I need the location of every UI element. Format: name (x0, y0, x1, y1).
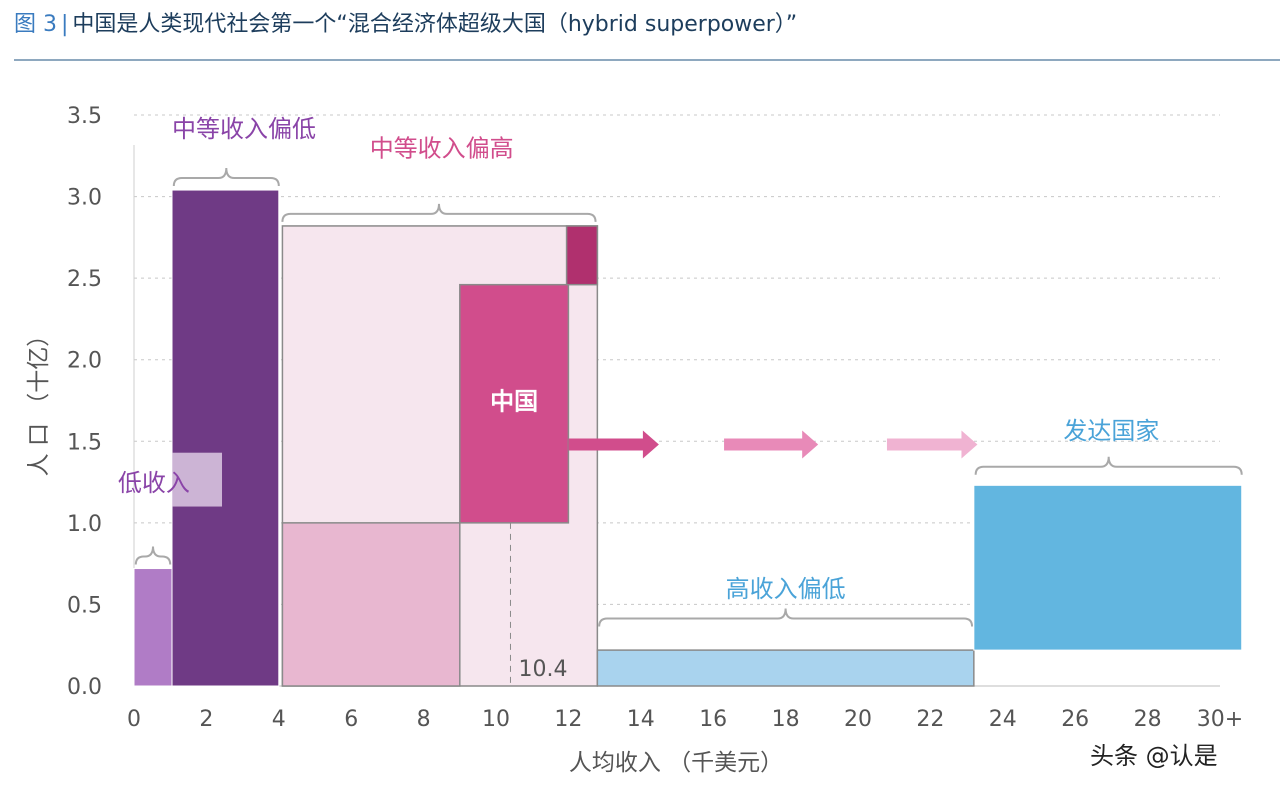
bracket (974, 456, 1243, 475)
china-income-label: 10.4 (518, 657, 567, 682)
figure-number: 图 3 (14, 12, 57, 37)
header-rule (14, 59, 1280, 61)
x-tick-label: 16 (699, 707, 727, 732)
bar-developed (973, 484, 1243, 651)
y-tick-label: 2.5 (67, 267, 102, 292)
x-tick-label: 6 (344, 707, 358, 732)
trend-arrow (568, 430, 659, 459)
bracket (172, 168, 280, 187)
trend-arrow (724, 430, 819, 459)
x-tick-label: 18 (772, 707, 800, 732)
watermark: 头条 @认是 (1090, 742, 1218, 770)
y-tick-label: 3.0 (67, 186, 102, 211)
bar-lower-middle-income (171, 189, 280, 687)
bar-upper-middle-low-block (281, 522, 461, 687)
figure-title: 中国是人类现代社会第一个“混合经济体超级大国（hybrid superpower… (72, 12, 798, 37)
figure-separator: | (61, 12, 69, 37)
x-tick-label: 20 (844, 707, 872, 732)
x-tick-label: 10 (482, 707, 510, 732)
y-tick-label: 3.5 (67, 104, 102, 129)
x-tick-label: 0 (127, 707, 141, 732)
annotation-label: 低收入 (118, 469, 190, 497)
x-tick-label: 26 (1061, 707, 1089, 732)
annotation-label: 发达国家 (1063, 417, 1159, 445)
bracket (134, 546, 172, 565)
x-tick-label: 30+ (1197, 707, 1243, 732)
x-tick-label: 4 (272, 707, 286, 732)
x-axis-title: 人均收入 （千美元） (569, 750, 783, 776)
x-tick-label: 28 (1134, 707, 1162, 732)
y-tick-label: 1.5 (67, 430, 102, 455)
annotation-label: 高收入偏低 (726, 575, 846, 603)
y-tick-label: 1.0 (67, 512, 102, 537)
x-tick-label: 22 (916, 707, 944, 732)
figure-header: 图 3 | 中国是人类现代社会第一个“混合经济体超级大国（hybrid superp… (14, 6, 797, 38)
y-tick-label: 0.0 (67, 675, 102, 700)
x-tick-label: 8 (417, 707, 431, 732)
x-tick-label: 12 (554, 707, 582, 732)
annotation-label: 中国 (490, 388, 538, 416)
bar-upper-middle-top-block (565, 225, 599, 286)
bracket (281, 203, 597, 222)
y-axis-title: 人 口 （十亿） (26, 324, 52, 477)
annotation-label: 中等收入偏高 (370, 135, 514, 163)
y-tick-label: 2.0 (67, 349, 102, 374)
bar-china (459, 283, 570, 524)
x-tick-label: 14 (627, 707, 655, 732)
bar-high-income-low (596, 649, 975, 687)
x-tick-label: 2 (199, 707, 213, 732)
y-tick-label: 0.5 (67, 593, 102, 618)
x-tick-label: 24 (989, 707, 1017, 732)
low-income-label-bg (172, 452, 223, 507)
annotation-label: 中等收入偏低 (172, 115, 316, 143)
bracket (598, 608, 974, 627)
trend-arrow (886, 430, 978, 459)
bar-low-income (133, 568, 173, 687)
